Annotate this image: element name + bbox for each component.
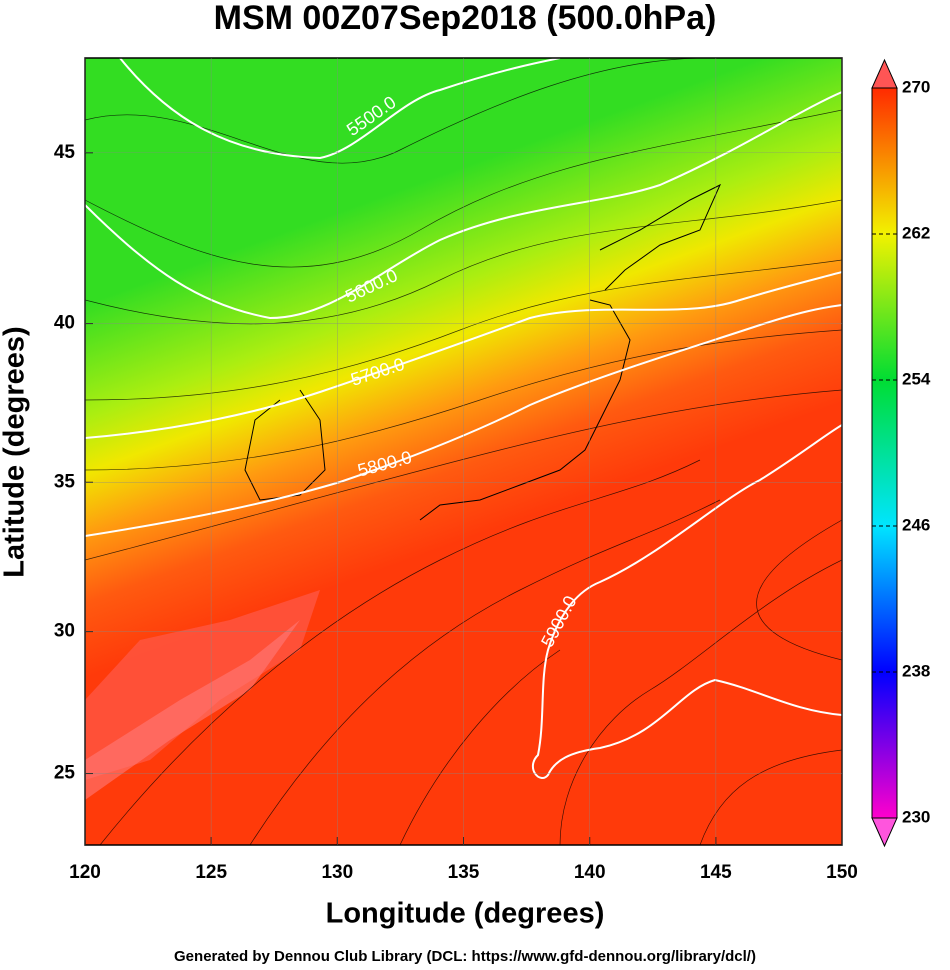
contour-line bbox=[119, 58, 561, 160]
colorbar bbox=[871, 87, 898, 819]
colorbar-max-arrow bbox=[871, 58, 898, 89]
y-tick-label: 35 bbox=[54, 471, 76, 492]
colorbar-tick-label: 238 bbox=[902, 661, 930, 680]
x-tick-label: 125 bbox=[195, 862, 227, 883]
x-tick-label: 130 bbox=[321, 862, 353, 883]
x-tick-label: 135 bbox=[448, 862, 480, 883]
colorbar-tick-label: 270 bbox=[902, 77, 930, 96]
colorbar-tick-label: 262 bbox=[902, 223, 930, 242]
x-tick-label: 120 bbox=[69, 862, 101, 883]
x-tick-label: 140 bbox=[574, 862, 606, 883]
colorbar-tick-label: 230 bbox=[902, 807, 930, 826]
contour-line bbox=[531, 424, 842, 779]
y-tick-label: 25 bbox=[54, 763, 76, 784]
colorbar-tick-label: 254 bbox=[902, 369, 931, 388]
y-tick-label: 45 bbox=[54, 142, 76, 163]
y-tick-label: 40 bbox=[54, 313, 75, 334]
chart-title: MSM 00Z07Sep2018 (500.0hPa) bbox=[214, 0, 717, 37]
x-tick-label: 150 bbox=[826, 862, 858, 883]
y-axis-label: Latitude (degrees) bbox=[0, 326, 31, 577]
contour-line bbox=[85, 304, 842, 537]
colorbar-min-arrow bbox=[871, 817, 898, 848]
x-axis-label: Longitude (degrees) bbox=[326, 898, 605, 930]
y-tick-label: 30 bbox=[54, 621, 75, 642]
contour-line bbox=[85, 271, 842, 439]
footer: Generated by Dennou Club Library (DCL: h… bbox=[174, 948, 756, 965]
colorbar-tick-label: 246 bbox=[902, 515, 930, 534]
x-tick-label: 145 bbox=[700, 862, 732, 883]
